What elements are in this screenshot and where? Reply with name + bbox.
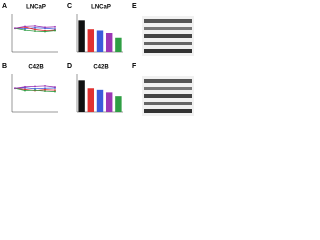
point	[14, 87, 16, 90]
point	[54, 89, 56, 92]
bar	[115, 96, 122, 112]
point	[24, 27, 26, 30]
point	[44, 30, 46, 33]
panel-label: D	[67, 63, 72, 70]
point	[44, 87, 46, 90]
bar	[87, 29, 95, 52]
chart-title: LNCaP	[91, 5, 111, 11]
point	[54, 29, 56, 32]
blot-band	[144, 87, 192, 90]
blot-f: F	[132, 63, 194, 116]
bar	[115, 37, 122, 52]
chart-title: LNCaP	[26, 5, 46, 11]
figure: E F A LNCaP C LNCaP B C42B D C42B	[2, 3, 194, 116]
point	[54, 90, 56, 93]
point	[44, 90, 46, 92]
blot-band	[144, 34, 192, 38]
point	[34, 87, 36, 90]
bar	[96, 89, 104, 112]
panel-label: A	[2, 3, 7, 10]
point	[24, 85, 26, 88]
bar	[78, 20, 85, 52]
point	[24, 89, 26, 92]
point	[54, 25, 56, 28]
point	[34, 26, 36, 29]
point	[54, 86, 56, 88]
blot-band	[144, 19, 192, 23]
point	[34, 28, 36, 31]
blot-band	[144, 42, 192, 45]
bar	[105, 92, 113, 112]
point	[44, 26, 46, 29]
blot-band	[144, 94, 192, 98]
panel-label: C	[67, 3, 72, 10]
blot-band	[144, 109, 192, 113]
point	[34, 30, 36, 32]
bar	[96, 30, 104, 52]
blot-band	[144, 27, 192, 30]
chart-title: C42B	[93, 65, 109, 71]
chart-title: C42B	[28, 65, 44, 71]
point	[24, 29, 26, 32]
point	[24, 25, 26, 28]
point	[34, 89, 36, 92]
blot-band	[144, 79, 192, 83]
bar	[105, 33, 113, 52]
panel-label: F	[132, 63, 137, 70]
blot-band	[144, 102, 192, 105]
blot-e: E	[132, 3, 194, 56]
point	[44, 84, 46, 87]
blot-band	[144, 49, 192, 53]
bar	[87, 88, 95, 112]
point	[44, 88, 46, 91]
point	[14, 27, 16, 30]
panel-label: E	[132, 3, 137, 10]
point	[34, 85, 36, 88]
panel-label: B	[2, 63, 7, 70]
point	[34, 24, 36, 27]
bar	[78, 80, 85, 112]
